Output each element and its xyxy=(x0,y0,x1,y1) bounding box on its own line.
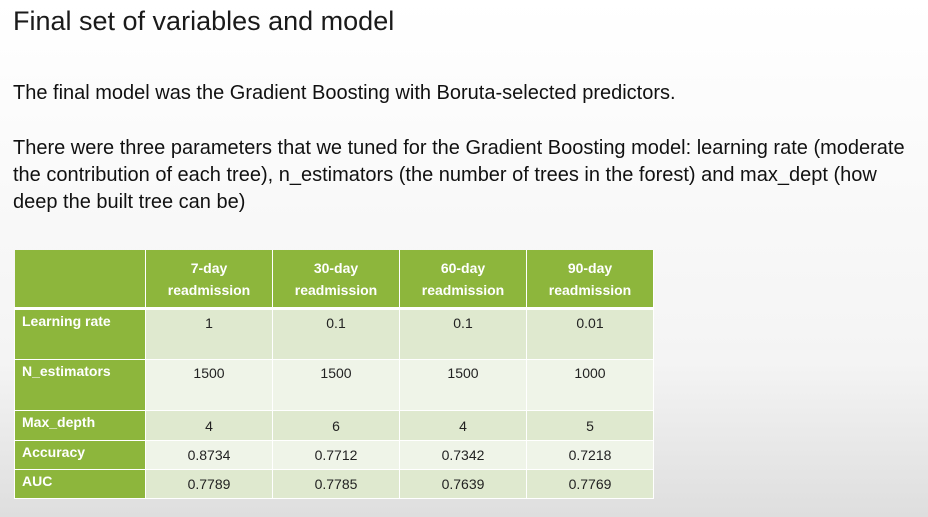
model-summary-text: The final model was the Gradient Boostin… xyxy=(13,82,676,104)
column-header-line2: readmission xyxy=(294,281,378,298)
row-label-auc: AUC xyxy=(14,469,146,499)
table-row-n-estimators: N_estimators 1500 1500 1500 1000 xyxy=(14,359,654,411)
slide-title: Final set of variables and model xyxy=(13,6,395,36)
table-cell: 0.1 xyxy=(399,308,527,360)
column-header-7-day: 7-day readmission xyxy=(145,250,273,310)
table-cell: 0.7789 xyxy=(145,469,273,499)
table-cell: 1 xyxy=(145,308,273,360)
table-cell: 0.7639 xyxy=(399,469,527,499)
column-header-line2: readmission xyxy=(421,281,505,298)
column-header-line2: readmission xyxy=(548,281,632,298)
corner-header-cell xyxy=(14,250,146,310)
row-label-n-estimators: N_estimators xyxy=(14,359,146,411)
table-row-auc: AUC 0.7789 0.7785 0.7639 0.7769 xyxy=(14,469,654,499)
column-header-line1: 90-day xyxy=(567,259,613,276)
table-cell: 0.01 xyxy=(526,308,654,360)
table-cell: 4 xyxy=(145,410,273,441)
row-label-max-depth: Max_depth xyxy=(14,410,146,441)
table-cell: 1000 xyxy=(526,359,654,411)
table-cell: 0.7218 xyxy=(526,440,654,470)
table-cell: 1500 xyxy=(145,359,273,411)
column-header-line1: 7-day xyxy=(190,259,228,276)
column-header-line1: 60-day xyxy=(440,259,486,276)
parameters-description-text: There were three parameters that we tune… xyxy=(13,137,905,213)
table-cell: 0.7712 xyxy=(272,440,400,470)
table-cell: 1500 xyxy=(399,359,527,411)
table-cell: 6 xyxy=(272,410,400,441)
table-row-max-depth: Max_depth 4 6 4 5 xyxy=(14,410,654,441)
column-header-90-day: 90-day readmission xyxy=(526,250,654,310)
table-cell: 5 xyxy=(526,410,654,441)
table-header-row: 7-day readmission 30-day readmission 60-… xyxy=(14,250,654,310)
table-cell: 0.7785 xyxy=(272,469,400,499)
table-cell: 0.8734 xyxy=(145,440,273,470)
column-header-line2: readmission xyxy=(167,281,251,298)
table-cell: 1500 xyxy=(272,359,400,411)
table-row-accuracy: Accuracy 0.8734 0.7712 0.7342 0.7218 xyxy=(14,440,654,470)
column-header-30-day: 30-day readmission xyxy=(272,250,400,310)
column-header-60-day: 60-day readmission xyxy=(399,250,527,310)
row-label-accuracy: Accuracy xyxy=(14,440,146,470)
table-cell: 0.1 xyxy=(272,308,400,360)
column-header-line1: 30-day xyxy=(313,259,359,276)
table-row-learning-rate: Learning rate 1 0.1 0.1 0.01 xyxy=(14,308,654,360)
row-label-learning-rate: Learning rate xyxy=(14,308,146,360)
table-cell: 0.7342 xyxy=(399,440,527,470)
table-cell: 0.7769 xyxy=(526,469,654,499)
table-cell: 4 xyxy=(399,410,527,441)
parameters-table: 7-day readmission 30-day readmission 60-… xyxy=(14,250,654,499)
